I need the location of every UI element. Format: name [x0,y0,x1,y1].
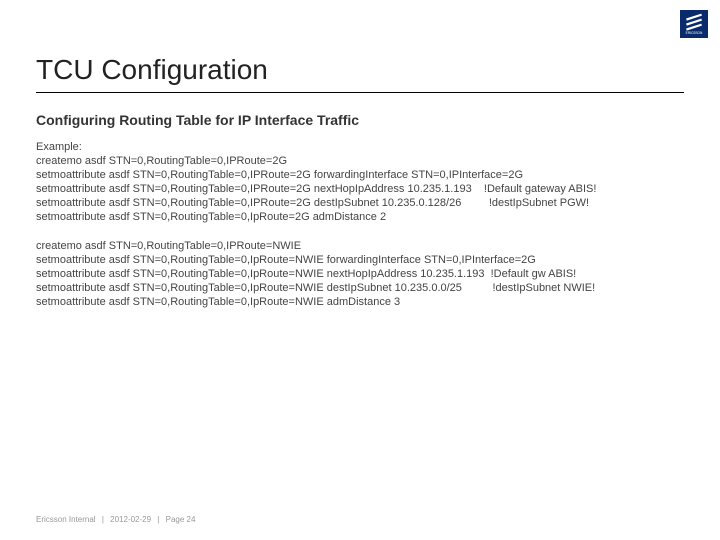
footer-sep: | [102,515,104,524]
slide-subtitle: Configuring Routing Table for IP Interfa… [36,112,359,128]
footer-sep: | [157,515,159,524]
footer-date: 2012-02-29 [110,515,151,524]
footer-page: Page 24 [166,515,196,524]
ericsson-logo: ERICSSON [680,10,708,38]
logo-text: ERICSSON [686,31,703,35]
title-rule [36,92,684,93]
slide-title: TCU Configuration [36,54,268,86]
slide-footer: Ericsson Internal | 2012-02-29 | Page 24 [36,515,195,524]
footer-classification: Ericsson Internal [36,515,96,524]
slide-body: Example: createmo asdf STN=0,RoutingTabl… [36,140,684,309]
